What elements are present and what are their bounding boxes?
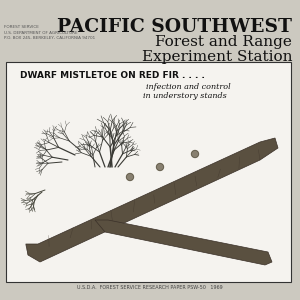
- Polygon shape: [95, 220, 272, 265]
- Circle shape: [157, 164, 164, 170]
- Bar: [6, 62, 291, 282]
- Polygon shape: [26, 138, 278, 262]
- Text: Experiment Station: Experiment Station: [142, 50, 292, 64]
- Text: in understory stands: in understory stands: [143, 92, 227, 100]
- Text: PACIFIC SOUTHWEST: PACIFIC SOUTHWEST: [57, 18, 292, 36]
- Text: Forest and Range: Forest and Range: [155, 35, 292, 49]
- Circle shape: [127, 173, 134, 181]
- Text: infection and control: infection and control: [146, 83, 230, 91]
- Text: FOREST SERVICE
U.S. DEPARTMENT OF AGRICULTURE
P.O. BOX 245, BERKELEY, CALIFORNIA: FOREST SERVICE U.S. DEPARTMENT OF AGRICU…: [4, 25, 95, 40]
- Text: DWARF MISTLETOE ON RED FIR . . . .: DWARF MISTLETOE ON RED FIR . . . .: [20, 71, 205, 80]
- Text: U.S.D.A.  FOREST SERVICE RESEARCH PAPER PSW-50   1969: U.S.D.A. FOREST SERVICE RESEARCH PAPER P…: [77, 285, 223, 290]
- Circle shape: [191, 151, 199, 158]
